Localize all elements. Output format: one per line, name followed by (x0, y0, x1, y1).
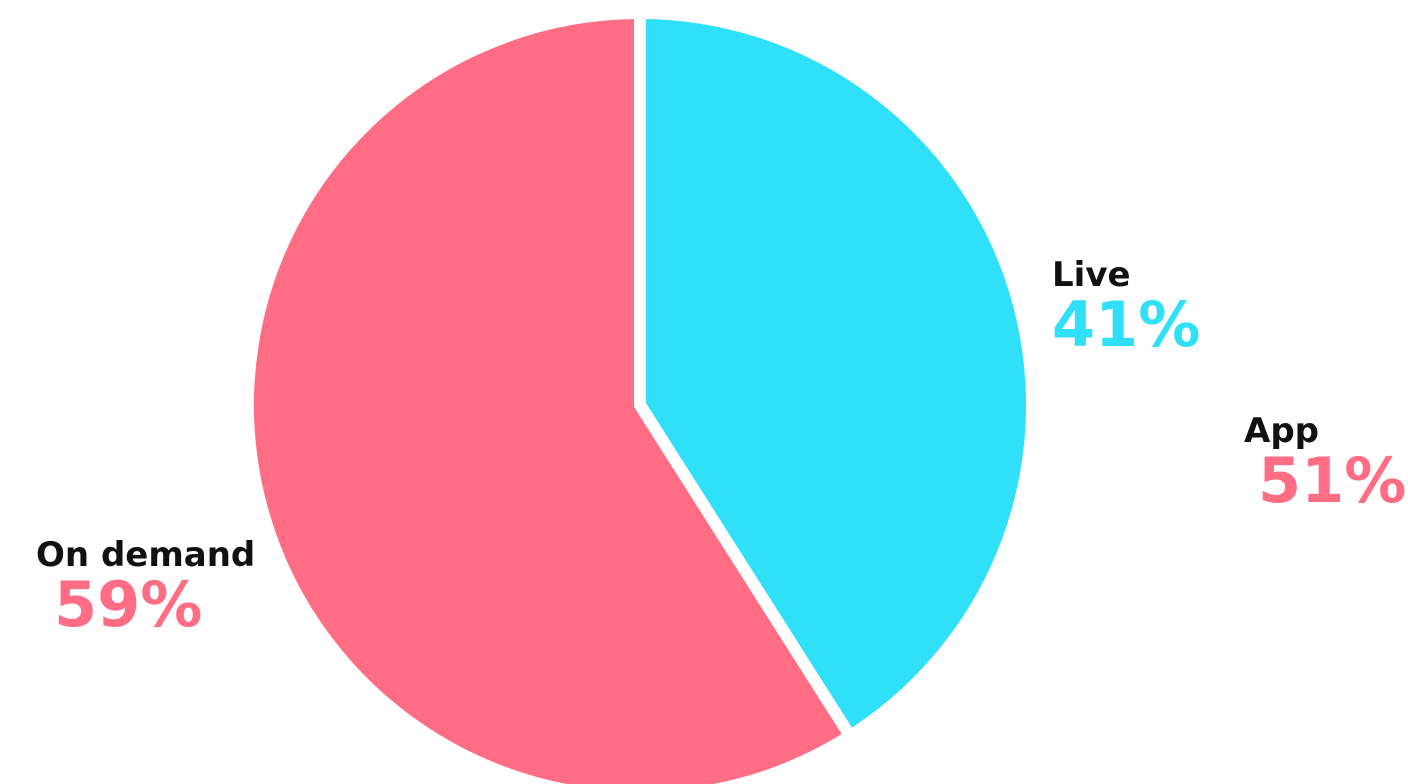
label-live: Live 41% (1052, 258, 1200, 356)
label-live-name: Live (1052, 255, 1131, 295)
label-on-demand-value: 59% (54, 568, 203, 641)
pie-slices (242, 7, 1038, 784)
label-app-value: 51% (1258, 444, 1407, 517)
label-live-value: 41% (1052, 288, 1201, 361)
label-app: App 51% (1244, 414, 1406, 512)
label-on-demand: On demand 59% (36, 538, 255, 636)
pie-slice-on-demand (242, 7, 857, 784)
label-on-demand-name: On demand (36, 535, 256, 575)
label-app-name: App (1244, 411, 1319, 451)
